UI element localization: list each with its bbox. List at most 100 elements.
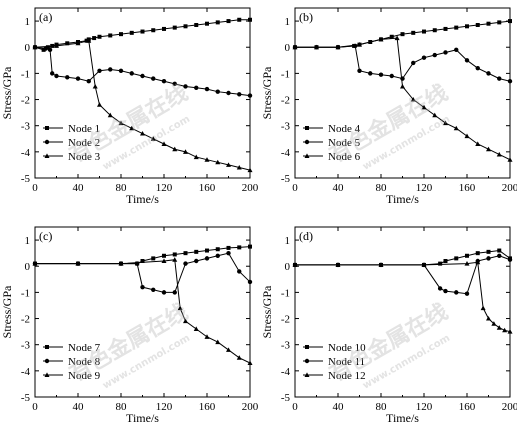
data-point — [226, 347, 231, 352]
data-point — [129, 30, 134, 35]
data-point — [43, 46, 48, 51]
data-point — [194, 249, 199, 254]
legend-item: Node 11 — [303, 356, 365, 368]
data-point — [496, 325, 502, 330]
series-node-8 — [32, 250, 253, 295]
data-point — [443, 259, 448, 263]
data-point — [353, 43, 358, 49]
y-tick-label: -5 — [21, 173, 31, 185]
data-point — [236, 164, 242, 170]
x-tick-label: 120 — [416, 401, 433, 413]
data-point — [162, 253, 166, 258]
data-point — [247, 360, 253, 365]
data-point — [465, 253, 469, 258]
legend-marker — [45, 345, 49, 349]
data-point — [92, 83, 98, 89]
data-point — [172, 25, 177, 30]
y-tick-label: -3 — [281, 121, 291, 133]
data-point — [205, 248, 209, 253]
data-point — [454, 256, 459, 261]
data-point — [215, 159, 221, 165]
legend-label: Node 8 — [68, 356, 101, 368]
legend-item: Node 10 — [303, 342, 366, 354]
legend-marker — [304, 372, 310, 377]
data-point — [497, 248, 502, 253]
chart-panel-4: 0 40 80 120 160 200 -5 -4 -3 -2 -1 0 1 Time/s Stress/G… — [260, 226, 517, 423]
data-point — [247, 167, 253, 173]
data-point — [151, 287, 156, 292]
data-point — [292, 44, 298, 50]
data-point — [97, 68, 102, 73]
data-point — [454, 25, 459, 30]
chart-panel-3: 0 40 80 120 160 200 -5 -4 -3 -2 -1 0 1 Time/s Stress/G… — [0, 226, 259, 423]
x-tick-label: 120 — [156, 401, 173, 413]
y-tick-label: 0 — [285, 42, 291, 54]
legend-item: Node 5 — [303, 137, 361, 149]
data-point — [465, 24, 469, 29]
data-point — [65, 75, 70, 80]
data-point — [108, 33, 113, 38]
x-tick-label: 160 — [199, 182, 216, 194]
legend-marker — [44, 358, 50, 364]
data-point — [421, 104, 427, 110]
y-tick-label: -1 — [281, 68, 290, 80]
data-point — [129, 125, 135, 131]
data-point — [486, 315, 491, 321]
data-point — [162, 26, 166, 31]
panel-label: (a) — [39, 10, 52, 24]
data-point — [475, 141, 481, 146]
legend-marker — [304, 153, 310, 158]
data-point — [486, 146, 491, 152]
y-tick-label: -3 — [281, 340, 291, 352]
data-point — [65, 41, 70, 46]
y-tick-label: 1 — [25, 235, 31, 247]
data-point — [97, 34, 102, 39]
legend-label: Node 2 — [68, 137, 100, 149]
data-point — [443, 26, 448, 31]
data-point — [32, 44, 38, 50]
data-point — [193, 154, 199, 160]
data-point — [507, 257, 513, 262]
legend-item: Node 6 — [303, 151, 361, 163]
data-point — [454, 47, 459, 53]
legend-item: Node 7 — [43, 342, 101, 354]
data-point — [497, 76, 502, 81]
data-point — [172, 290, 177, 295]
series-node-3 — [32, 38, 253, 173]
y-tick-label: 1 — [285, 16, 291, 28]
x-tick-label: 200 — [502, 182, 517, 194]
data-point — [357, 68, 362, 73]
x-axis-label: Time/s — [386, 411, 419, 423]
x-axis-label: Time/s — [126, 411, 159, 423]
data-point — [140, 130, 145, 136]
data-point — [357, 42, 362, 47]
data-point — [129, 71, 134, 76]
data-point — [183, 84, 188, 89]
data-point — [54, 43, 59, 48]
data-point — [368, 71, 373, 76]
data-point — [92, 36, 97, 41]
data-point — [464, 261, 470, 266]
data-point — [204, 86, 210, 92]
legend-label: Node 6 — [328, 151, 361, 163]
x-tick-label: 200 — [502, 401, 517, 413]
data-point — [292, 262, 298, 267]
data-point — [464, 291, 470, 296]
data-point — [507, 157, 513, 162]
data-point — [108, 67, 113, 72]
data-point — [194, 85, 199, 90]
legend-item: Node 4 — [303, 123, 361, 135]
data-point — [226, 250, 231, 256]
data-point — [107, 112, 113, 118]
legend-item: Node 2 — [43, 137, 100, 149]
data-point — [204, 334, 210, 339]
data-point — [236, 355, 242, 360]
data-point — [172, 257, 178, 262]
legend-label: Node 5 — [328, 137, 361, 149]
data-point — [378, 72, 384, 77]
data-point — [183, 149, 188, 154]
data-point — [411, 60, 416, 66]
data-point — [140, 73, 145, 79]
x-tick-label: 120 — [416, 182, 433, 194]
